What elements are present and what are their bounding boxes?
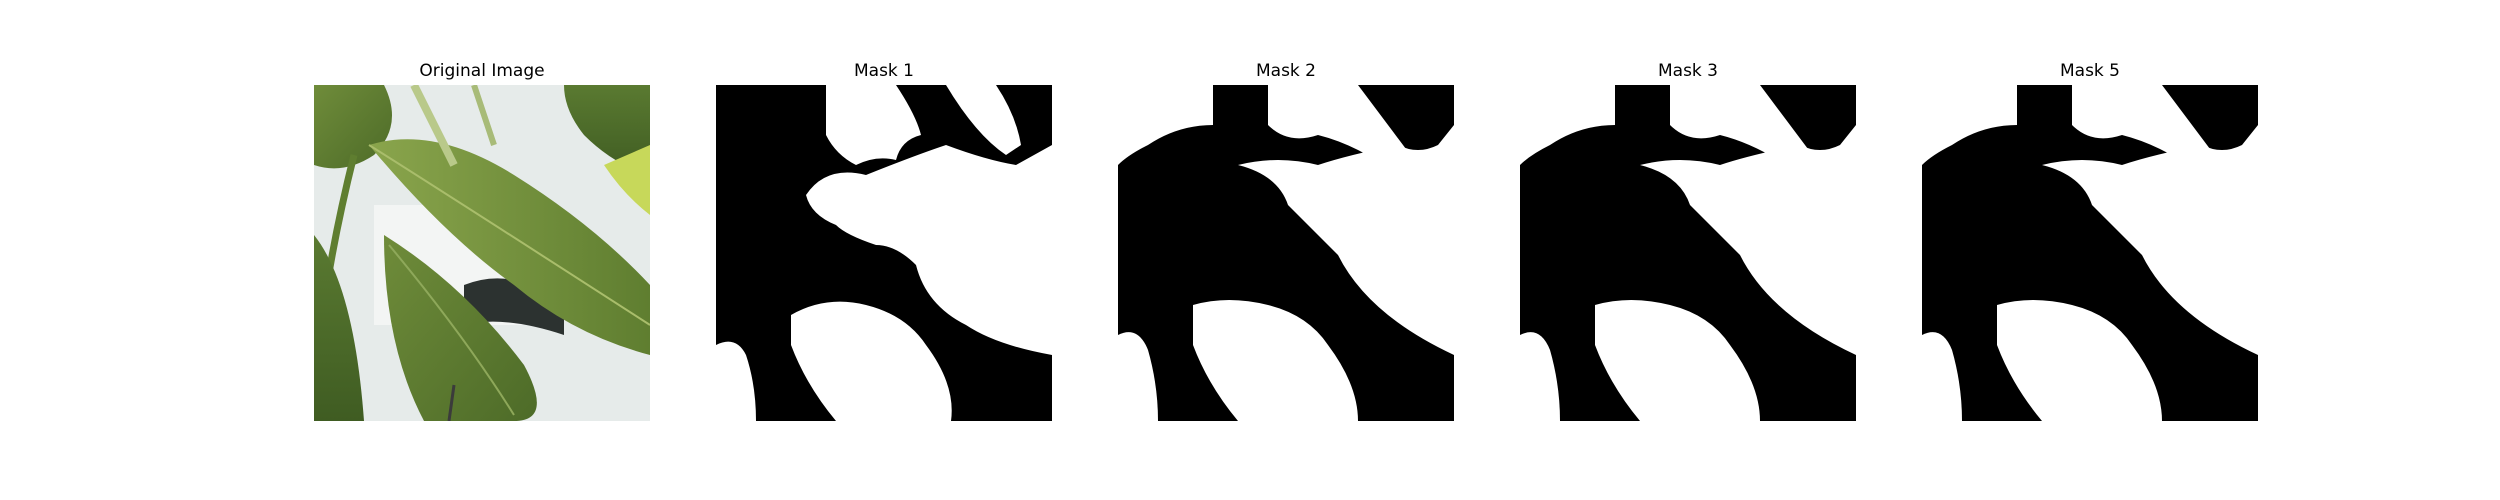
panel-title: Mask 3 xyxy=(1657,61,1718,81)
panel-title: Original Image xyxy=(419,61,545,81)
mask-image xyxy=(1922,85,2258,421)
segmentation-mask xyxy=(716,85,1052,421)
panel-mask-1: Mask 1 xyxy=(716,0,1052,500)
segmentation-mask xyxy=(1520,85,1856,421)
mask-image xyxy=(716,85,1052,421)
plant-leaves-photo xyxy=(314,85,650,421)
original-image xyxy=(314,85,650,421)
segmentation-mask xyxy=(1922,85,2258,421)
panel-original-image: Original Image xyxy=(314,0,650,500)
panel-title: Mask 1 xyxy=(853,61,914,81)
segmentation-mask xyxy=(1118,85,1454,421)
panel-title: Mask 2 xyxy=(1255,61,1316,81)
panel-mask-5: Mask 5 xyxy=(1922,0,2258,500)
panel-title: Mask 5 xyxy=(2059,61,2120,81)
panel-mask-3: Mask 3 xyxy=(1520,0,1856,500)
mask-image xyxy=(1520,85,1856,421)
mask-image xyxy=(1118,85,1454,421)
panel-mask-2: Mask 2 xyxy=(1118,0,1454,500)
